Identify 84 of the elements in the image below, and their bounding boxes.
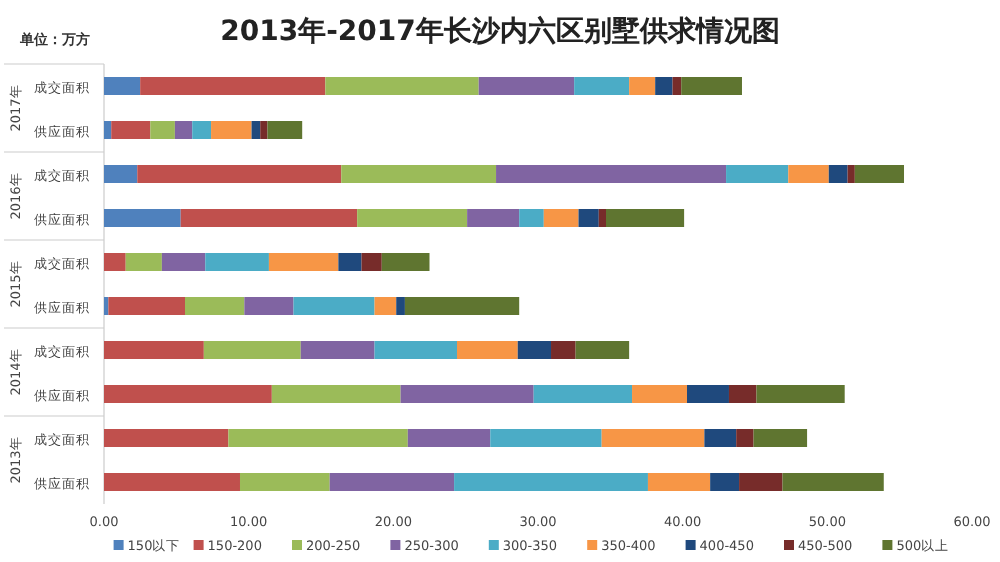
bar bbox=[543, 209, 579, 227]
bar bbox=[111, 121, 151, 139]
bar bbox=[374, 341, 457, 359]
bar bbox=[672, 77, 682, 95]
bar bbox=[104, 429, 229, 447]
chart-title: 2013年-2017年长沙内六区别墅供求情况图 bbox=[220, 14, 780, 48]
bar bbox=[519, 209, 544, 227]
bar bbox=[185, 297, 245, 315]
bar bbox=[244, 297, 294, 315]
bar bbox=[490, 429, 602, 447]
bar bbox=[756, 385, 845, 403]
bar bbox=[239, 473, 330, 491]
bar bbox=[681, 77, 742, 95]
bar bbox=[728, 385, 757, 403]
bar bbox=[104, 77, 141, 95]
bar bbox=[228, 429, 408, 447]
bar bbox=[687, 385, 729, 403]
bar bbox=[753, 429, 808, 447]
bar bbox=[325, 77, 479, 95]
bar bbox=[704, 429, 737, 447]
bar bbox=[601, 429, 705, 447]
bar bbox=[551, 341, 576, 359]
bar bbox=[361, 253, 382, 271]
bar bbox=[575, 341, 630, 359]
bar bbox=[271, 385, 401, 403]
bar bbox=[268, 253, 339, 271]
bar bbox=[329, 473, 455, 491]
bar bbox=[161, 253, 206, 271]
bar bbox=[104, 121, 112, 139]
bar bbox=[104, 341, 204, 359]
bar bbox=[341, 165, 497, 183]
bar bbox=[828, 165, 848, 183]
bar bbox=[267, 121, 303, 139]
bar bbox=[647, 473, 711, 491]
bar bbox=[381, 253, 430, 271]
bar bbox=[300, 341, 375, 359]
bar bbox=[578, 209, 599, 227]
bar bbox=[854, 165, 905, 183]
bar bbox=[407, 429, 491, 447]
bar bbox=[104, 253, 126, 271]
bar bbox=[456, 341, 518, 359]
bar bbox=[788, 165, 829, 183]
bar bbox=[338, 253, 362, 271]
bar bbox=[104, 473, 240, 491]
bar bbox=[517, 341, 552, 359]
bar bbox=[454, 473, 648, 491]
bar bbox=[137, 165, 342, 183]
bar bbox=[726, 165, 789, 183]
bar bbox=[655, 77, 673, 95]
bar bbox=[629, 77, 656, 95]
bar bbox=[404, 297, 520, 315]
bar bbox=[104, 209, 181, 227]
bar bbox=[782, 473, 884, 491]
bar bbox=[174, 121, 193, 139]
bar bbox=[180, 209, 358, 227]
bar bbox=[108, 297, 186, 315]
bar bbox=[192, 121, 212, 139]
bar bbox=[632, 385, 688, 403]
bar bbox=[478, 77, 575, 95]
bar bbox=[847, 165, 855, 183]
bar bbox=[736, 429, 754, 447]
bar bbox=[205, 253, 269, 271]
bar bbox=[598, 209, 606, 227]
bar bbox=[496, 165, 727, 183]
bar bbox=[104, 385, 272, 403]
bar bbox=[739, 473, 783, 491]
bar bbox=[260, 121, 268, 139]
bar bbox=[710, 473, 740, 491]
bar bbox=[357, 209, 468, 227]
bar bbox=[533, 385, 633, 403]
bar bbox=[251, 121, 261, 139]
bar bbox=[125, 253, 162, 271]
bar bbox=[400, 385, 534, 403]
bar bbox=[293, 297, 375, 315]
bar bbox=[396, 297, 405, 315]
bar bbox=[203, 341, 301, 359]
bar bbox=[211, 121, 252, 139]
bar bbox=[467, 209, 520, 227]
bar bbox=[104, 165, 138, 183]
bar bbox=[605, 209, 685, 227]
bar bbox=[140, 77, 326, 95]
bar bbox=[374, 297, 397, 315]
bar bbox=[574, 77, 630, 95]
bar bbox=[150, 121, 175, 139]
